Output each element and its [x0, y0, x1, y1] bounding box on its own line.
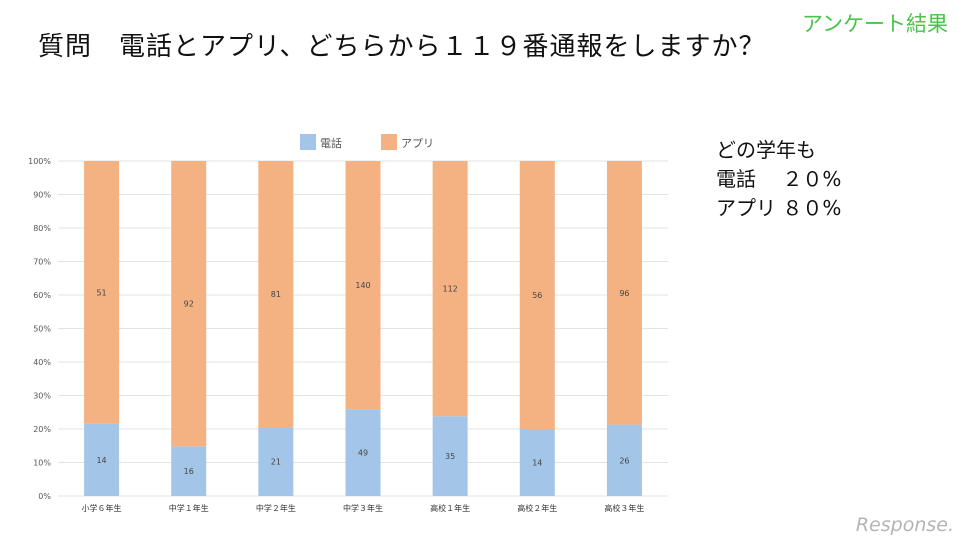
- x-tick-label: 高校３年生: [604, 503, 644, 513]
- bar-segment-app: [606, 161, 642, 425]
- data-label-app: 81: [271, 290, 281, 299]
- data-label-phone: 16: [184, 467, 194, 476]
- data-label-app: 51: [96, 288, 106, 297]
- x-tick-label: 高校２年生: [517, 503, 557, 513]
- bar-segment-phone: [432, 416, 468, 496]
- legend-swatch: [381, 134, 397, 150]
- data-label-phone: 26: [619, 456, 629, 465]
- bar-segment-app: [519, 161, 555, 429]
- response-watermark: Response.: [855, 514, 954, 536]
- data-label-phone: 14: [96, 456, 106, 465]
- legend-label: 電話: [320, 136, 342, 150]
- bar-segment-phone: [258, 427, 294, 496]
- summary-line: 電話 ２０%: [716, 167, 842, 191]
- y-tick-label: 90%: [33, 191, 51, 200]
- summary-note: どの学年も 電話 ２０% アプリ ８０%: [716, 136, 841, 223]
- x-tick-label: 中学２年生: [256, 503, 296, 513]
- y-tick-label: 10%: [33, 459, 51, 468]
- bar-segment-app: [171, 161, 207, 447]
- x-tick-label: 中学１年生: [169, 503, 209, 513]
- bar-segment-app: [84, 161, 120, 424]
- summary-line: アプリ ８０%: [716, 196, 842, 220]
- bar-segment-phone: [84, 423, 120, 496]
- y-tick-label: 20%: [33, 425, 51, 434]
- x-tick-label: 高校１年生: [430, 503, 470, 513]
- bar-segment-app: [345, 161, 381, 410]
- data-label-app: 96: [619, 289, 629, 298]
- data-label-phone: 49: [358, 449, 368, 458]
- summary-line: どの学年も: [716, 138, 816, 162]
- data-label-phone: 14: [532, 459, 542, 468]
- y-tick-label: 70%: [33, 258, 51, 267]
- question-title: 質問 電話とアプリ、どちらから１１９番通報をしますか？: [38, 32, 766, 62]
- bar-segment-phone: [345, 409, 381, 496]
- data-label-phone: 35: [445, 452, 455, 461]
- y-tick-label: 0%: [38, 492, 51, 501]
- x-tick-label: 中学３年生: [343, 503, 383, 513]
- survey-tag: アンケート結果: [801, 12, 948, 36]
- y-tick-label: 60%: [33, 291, 51, 300]
- data-label-app: 56: [532, 291, 542, 300]
- y-tick-label: 30%: [33, 392, 51, 401]
- bar-segment-app: [258, 161, 294, 428]
- data-label-app: 112: [443, 285, 458, 294]
- x-tick-label: 小学６年生: [82, 503, 122, 513]
- legend-label: アプリ: [401, 137, 434, 150]
- bar-segment-app: [432, 161, 468, 417]
- bar-segment-phone: [519, 429, 555, 496]
- bar-segment-phone: [606, 424, 642, 496]
- legend-swatch: [300, 134, 316, 150]
- y-tick-label: 40%: [33, 358, 51, 367]
- y-tick-label: 100%: [28, 157, 51, 166]
- stacked-bar-chart: 0% 10% 20% 30% 40% 50% 60% 70% 80% 90% 100% 電話 アプリ 14…: [28, 134, 668, 513]
- data-label-app: 140: [355, 281, 370, 290]
- data-label-phone: 21: [271, 458, 281, 467]
- data-label-app: 92: [184, 300, 194, 309]
- y-tick-label: 80%: [33, 224, 51, 233]
- y-tick-label: 50%: [33, 325, 51, 334]
- bar-segment-phone: [171, 446, 207, 496]
